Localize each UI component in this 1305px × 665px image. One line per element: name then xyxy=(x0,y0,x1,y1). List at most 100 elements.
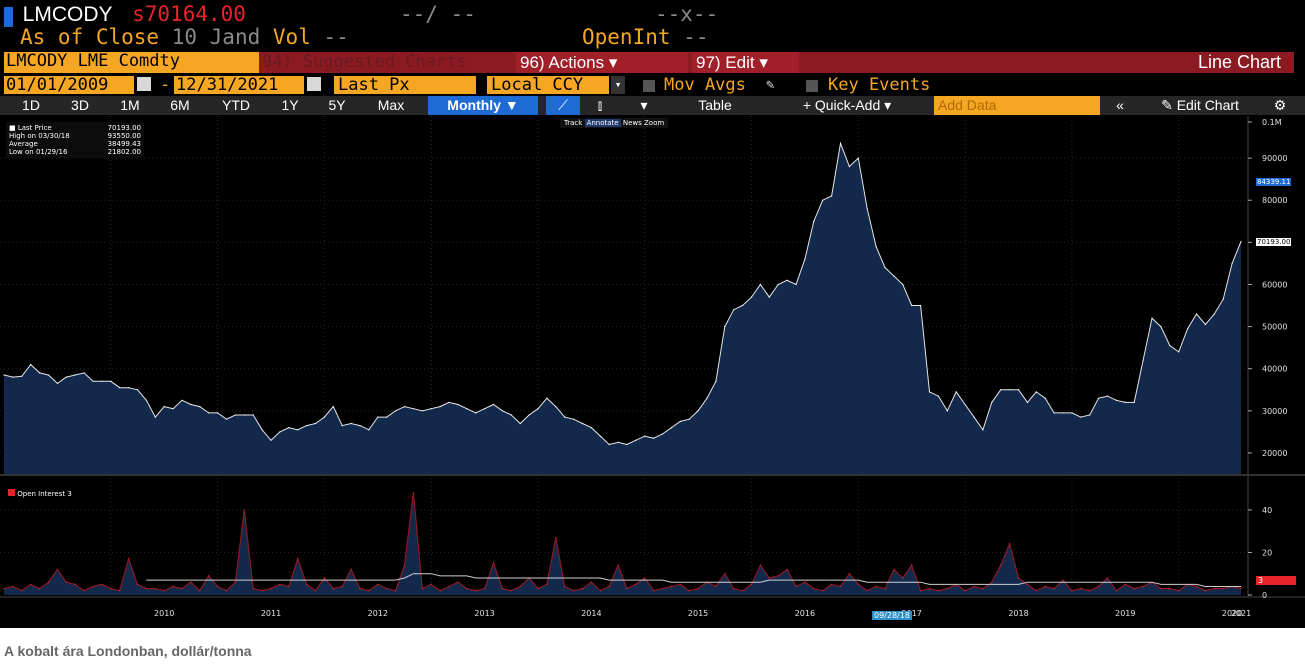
oi-point xyxy=(911,564,913,566)
price-point xyxy=(822,199,824,201)
period-button-ytd[interactable]: YTD xyxy=(222,97,250,113)
quick-add-button[interactable]: + Quick-Add ▾ xyxy=(772,96,922,115)
period-button-1m[interactable]: 1M xyxy=(120,97,140,113)
edit-label: 97) Edit xyxy=(696,53,755,72)
price-ytick-label: 90000 xyxy=(1262,154,1287,163)
oi-point xyxy=(1142,585,1144,588)
table-button[interactable]: Table xyxy=(698,97,732,113)
calendar-icon[interactable] xyxy=(137,77,151,91)
oi-point xyxy=(1000,564,1002,566)
oi-point xyxy=(501,588,503,590)
chevron-down-icon[interactable]: ▾ xyxy=(640,97,648,113)
oi-point xyxy=(964,590,966,592)
ticker: LMCODY xyxy=(22,3,113,26)
price-point xyxy=(1115,399,1117,401)
oi-point xyxy=(47,581,50,583)
oi-point xyxy=(154,588,156,590)
calendar-icon[interactable] xyxy=(307,77,321,91)
openint-value: -- xyxy=(683,25,709,49)
field-select[interactable]: Last Px xyxy=(334,76,476,94)
period-button-1d[interactable]: 1D xyxy=(22,97,40,113)
news-mode[interactable]: News xyxy=(622,119,642,127)
oi-point xyxy=(101,583,103,585)
oi-ytick-label: 0 xyxy=(1262,591,1267,600)
period-button-3d[interactable]: 3D xyxy=(71,97,89,113)
quote-header: LMCODY s70164.00 xyxy=(4,2,246,27)
track-mode[interactable]: Track xyxy=(564,119,583,127)
oi-point xyxy=(181,588,183,590)
annotate-mode[interactable]: Annotate xyxy=(584,119,621,127)
oi-point xyxy=(1089,590,1091,592)
price-point xyxy=(395,410,397,412)
as-of-date: 10 Jand xyxy=(171,25,261,49)
price-point xyxy=(697,410,699,412)
price-legend: ■ Last Price 70193.00 High on 03/30/18 935… xyxy=(6,122,144,158)
price-point xyxy=(110,380,112,382)
period-button-max[interactable]: Max xyxy=(377,97,405,113)
chevron-down-icon[interactable]: ▾ xyxy=(611,76,625,94)
oi-point xyxy=(1035,590,1037,592)
line-chart-icon[interactable]: ⟋ xyxy=(546,96,580,115)
chevron-down-icon: ▾ xyxy=(759,53,768,72)
add-data-input[interactable]: Add Data xyxy=(934,96,1100,115)
price-point xyxy=(457,403,459,406)
actions-label: 96) Actions xyxy=(520,53,605,72)
oi-point xyxy=(1222,588,1224,590)
gear-icon[interactable]: ⚙ xyxy=(1273,97,1287,113)
actions-menu[interactable]: 96) Actions ▾ xyxy=(516,52,688,73)
price-point xyxy=(1080,416,1082,418)
legend-row: ■ Last Price 70193.00 xyxy=(9,124,141,132)
price-point xyxy=(1187,328,1189,330)
end-date-field[interactable]: 12/31/2021 xyxy=(174,76,304,94)
price-point xyxy=(590,427,593,429)
key-events-checkbox[interactable] xyxy=(806,80,818,92)
legend-rows: ■ Last Price 70193.00 High on 03/30/18 935… xyxy=(9,124,141,156)
openint-label: OpenInt xyxy=(582,25,671,49)
ma-price-badge: 84339.11 xyxy=(1256,178,1292,186)
oi-point xyxy=(475,590,477,592)
price-point xyxy=(839,142,842,144)
period-button-1y[interactable]: 1Y xyxy=(281,97,299,113)
candlestick-icon[interactable]: ⫾ xyxy=(597,97,603,113)
start-date-field[interactable]: 01/01/2009 xyxy=(4,76,134,94)
oi-last-badge: 3 xyxy=(1256,576,1296,585)
oi-point xyxy=(1071,590,1073,592)
pencil-icon[interactable]: ✎ xyxy=(766,77,775,93)
oi-point xyxy=(581,588,584,590)
oi-point xyxy=(1124,583,1126,585)
period-button-6m[interactable]: 6M xyxy=(170,97,190,113)
edit-chart-label: Edit Chart xyxy=(1176,97,1239,113)
zoom-mode[interactable]: Zoom xyxy=(643,119,665,127)
oi-point xyxy=(56,568,59,571)
price-point xyxy=(350,422,352,425)
security-field[interactable]: LMCODY LME Comdty xyxy=(4,52,259,73)
oi-point xyxy=(199,590,201,592)
legend-value: 38499.43 xyxy=(107,140,141,148)
edit-menu[interactable]: 97) Edit ▾ xyxy=(692,52,799,73)
period-button-5y[interactable]: 5Y xyxy=(328,97,346,113)
oi-point xyxy=(261,590,263,592)
price-chart[interactable]: 2000030000400005000060000700008000090000… xyxy=(0,116,1305,628)
oi-point xyxy=(341,585,343,588)
price-point xyxy=(1026,401,1028,403)
oi-point xyxy=(421,588,423,590)
price-point xyxy=(279,431,281,433)
suggested-charts-button[interactable]: 94) Suggested Charts xyxy=(262,52,467,72)
oi-point xyxy=(768,577,770,579)
collapse-icon[interactable]: « xyxy=(1116,97,1124,113)
bloomberg-terminal: LMCODY s70164.00 --/ -- --x-- As of Clos… xyxy=(0,0,1305,628)
oi-point xyxy=(217,585,219,588)
oi-point xyxy=(128,558,130,560)
frequency-select[interactable]: Monthly ▼ xyxy=(428,96,538,115)
x-tick-label: 2021 xyxy=(1231,609,1251,618)
currency-select[interactable]: Local CCY xyxy=(487,76,609,94)
price-point xyxy=(768,296,770,298)
mov-avgs-checkbox[interactable] xyxy=(643,80,655,92)
price-ytick-label: 20000 xyxy=(1262,449,1287,458)
oi-point xyxy=(279,583,281,585)
price-point xyxy=(991,401,993,403)
edit-chart-button[interactable]: ✎ Edit Chart xyxy=(1140,96,1260,115)
oi-point xyxy=(742,590,744,592)
oi-point xyxy=(252,588,254,590)
oi-point xyxy=(679,583,681,585)
